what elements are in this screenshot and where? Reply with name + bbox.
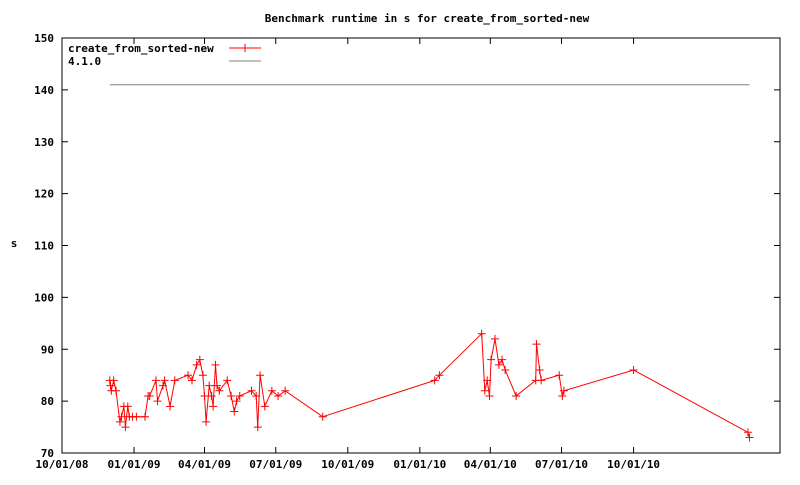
data-point (247, 386, 256, 395)
data-point (318, 412, 327, 421)
data-point (267, 386, 276, 395)
data-point (215, 386, 224, 395)
data-point (184, 371, 193, 380)
data-point (106, 381, 115, 390)
data-point (535, 366, 544, 374)
data-point (153, 397, 162, 406)
data-point (494, 360, 503, 369)
data-point (252, 391, 261, 400)
data-point (151, 376, 160, 385)
data-point (227, 391, 236, 400)
x-tick-label: 10/01/09 (321, 458, 374, 471)
data-point (274, 391, 283, 400)
y-tick-label: 110 (34, 240, 54, 253)
data-point (109, 376, 118, 385)
y-tick-label: 120 (34, 188, 54, 201)
data-point (480, 386, 489, 395)
data-point (256, 371, 265, 380)
data-point (483, 376, 492, 385)
y-tick-label: 90 (41, 343, 54, 356)
data-point (281, 386, 290, 395)
data-point (230, 407, 239, 416)
data-point (166, 402, 175, 411)
x-tick-label: 07/01/09 (249, 458, 302, 471)
data-point (198, 371, 207, 380)
data-point (477, 329, 486, 338)
data-point (170, 376, 179, 385)
data-point (745, 433, 754, 442)
data-point (140, 412, 149, 421)
data-point (532, 340, 541, 349)
data-point (209, 402, 218, 411)
legend-label: create_from_sorted-new (68, 42, 214, 55)
data-point (487, 355, 496, 364)
legend-label: 4.1.0 (68, 55, 101, 68)
data-point (205, 381, 214, 390)
data-point (202, 417, 211, 426)
data-point (485, 391, 494, 400)
data-point (555, 371, 564, 380)
data-point (512, 391, 521, 400)
x-tick-label: 01/01/09 (108, 458, 161, 471)
data-point (132, 412, 141, 421)
legend-marker (241, 44, 249, 52)
data-point (498, 355, 507, 364)
y-tick-label: 80 (41, 395, 54, 408)
data-point (213, 381, 222, 390)
data-point (501, 366, 510, 374)
y-axis-label: s (11, 237, 18, 250)
x-tick-label: 01/01/10 (393, 458, 446, 471)
data-point (235, 391, 244, 400)
data-point (112, 386, 121, 395)
data-point (195, 355, 204, 364)
data-point (223, 376, 232, 385)
data-point (253, 423, 262, 432)
data-point (211, 360, 220, 369)
data-point (558, 391, 567, 400)
x-tick-label: 04/01/10 (464, 458, 517, 471)
data-point (260, 402, 269, 411)
data-point (200, 391, 209, 400)
y-tick-label: 70 (41, 447, 54, 460)
data-point (121, 423, 130, 432)
y-tick-label: 150 (34, 32, 54, 45)
data-point (435, 371, 444, 380)
y-tick-label: 140 (34, 84, 54, 97)
data-point (117, 412, 126, 421)
data-point (187, 376, 196, 385)
chart-title: Benchmark runtime in s for create_from_s… (265, 12, 590, 25)
data-point (145, 391, 154, 400)
data-point (629, 366, 638, 374)
data-point (159, 381, 168, 390)
x-tick-label: 10/01/08 (36, 458, 89, 471)
y-tick-label: 130 (34, 136, 54, 149)
data-point (559, 386, 568, 395)
data-point (743, 428, 752, 437)
y-tick-label: 100 (34, 291, 54, 304)
data-point (115, 417, 124, 426)
data-point (430, 376, 439, 385)
data-point (232, 397, 241, 406)
data-point (490, 334, 499, 343)
data-point (160, 376, 169, 385)
x-tick-label: 07/01/10 (535, 458, 588, 471)
x-tick-label: 10/01/10 (607, 458, 660, 471)
x-tick-label: 04/01/09 (178, 458, 231, 471)
data-point (192, 360, 201, 369)
data-point (207, 391, 216, 400)
data-point (123, 402, 132, 411)
data-point (537, 376, 546, 385)
